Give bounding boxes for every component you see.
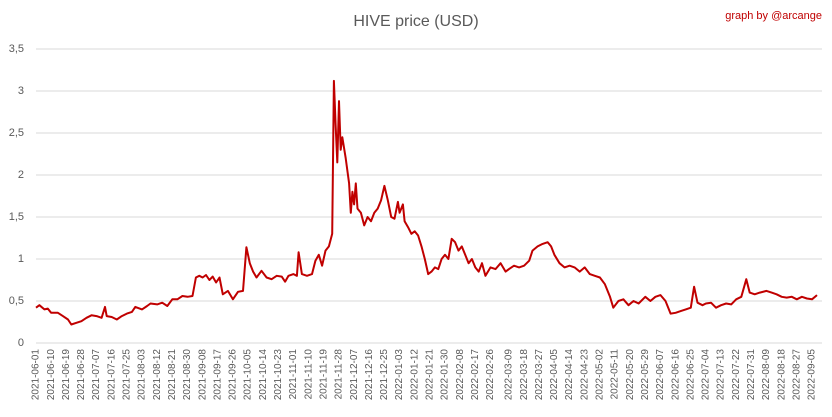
y-tick-label: 1,5: [9, 211, 24, 223]
x-tick-label: 2021-10-14: [258, 349, 269, 401]
x-tick-label: 2021-07-16: [106, 349, 117, 401]
x-tick-label: 2022-06-07: [655, 349, 666, 401]
x-tick-label: 2022-03-09: [504, 349, 515, 401]
x-tick-label: 2022-02-08: [455, 349, 466, 401]
x-tick-label: 2021-07-07: [91, 349, 102, 401]
x-tick-label: 2022-04-23: [579, 349, 590, 401]
x-tick-label: 2021-11-19: [318, 349, 329, 400]
x-tick-label: 2022-08-09: [761, 349, 772, 401]
y-tick-label: 1: [18, 253, 24, 265]
x-tick-label: 2021-11-01: [288, 349, 299, 400]
y-tick-label: 3,5: [9, 43, 24, 55]
y-tick-label: 0: [18, 337, 24, 349]
x-tick-label: 2021-12-07: [349, 349, 360, 401]
x-tick-label: 2021-12-25: [379, 349, 390, 401]
x-tick-label: 2022-01-30: [440, 349, 451, 401]
x-tick-label: 2022-05-20: [625, 349, 636, 401]
x-tick-label: 2021-06-28: [76, 349, 87, 401]
x-tick-label: 2022-05-02: [595, 349, 606, 401]
y-tick-label: 2,5: [9, 127, 24, 139]
x-tick-label: 2022-03-18: [519, 349, 530, 401]
x-tick-label: 2022-07-13: [716, 349, 727, 401]
x-tick-label: 2022-09-05: [807, 349, 818, 401]
y-tick-label: 0,5: [9, 295, 24, 307]
x-tick-label: 2022-03-27: [534, 349, 545, 401]
x-tick-label: 2021-09-17: [212, 349, 223, 401]
x-tick-label: 2021-08-12: [152, 349, 163, 401]
annotation: graph by @arcange: [725, 10, 822, 22]
x-tick-label: 2021-11-28: [334, 349, 345, 400]
x-tick-label: 2022-07-22: [731, 349, 742, 401]
x-tick-label: 2022-06-25: [685, 349, 696, 401]
x-tick-label: 2021-06-01: [31, 349, 42, 401]
x-tick-label: 2022-05-29: [640, 349, 651, 401]
x-tick-label: 2022-06-16: [670, 349, 681, 401]
x-tick-label: 2022-02-26: [485, 349, 496, 401]
x-tick-label: 2022-08-18: [776, 349, 787, 401]
x-tick-label: 2021-10-23: [273, 349, 284, 401]
x-tick-label: 2021-08-21: [167, 349, 178, 401]
x-tick-label: 2022-02-17: [470, 349, 481, 401]
x-tick-label: 2022-07-31: [746, 349, 757, 401]
price-line: [35, 79, 818, 326]
x-tick-label: 2022-01-12: [409, 349, 420, 401]
x-tick-label: 2021-06-10: [46, 349, 57, 401]
chart-title: HIVE price (USD): [353, 13, 478, 30]
x-tick-label: 2021-09-08: [197, 349, 208, 401]
y-tick-label: 3: [18, 85, 24, 97]
x-tick-label: 2022-01-21: [425, 349, 436, 401]
x-tick-label: 2021-06-19: [61, 349, 72, 401]
x-tick-label: 2022-05-11: [610, 349, 621, 400]
x-tick-label: 2022-04-14: [564, 349, 575, 401]
y-tick-label: 2: [18, 169, 24, 181]
x-tick-label: 2021-09-26: [228, 349, 239, 401]
x-tick-label: 2021-08-03: [137, 349, 148, 401]
x-tick-label: 2021-10-05: [243, 349, 254, 401]
x-tick-label: 2021-11-10: [303, 349, 314, 400]
x-tick-label: 2021-08-30: [182, 349, 193, 401]
x-tick-label: 2022-07-04: [701, 349, 712, 401]
x-tick-label: 2021-07-25: [122, 349, 133, 401]
x-tick-label: 2022-08-27: [791, 349, 802, 401]
x-tick-label: 2022-04-05: [549, 349, 560, 401]
x-tick-label: 2021-12-16: [364, 349, 375, 401]
x-tick-label: 2022-01-03: [394, 349, 405, 401]
